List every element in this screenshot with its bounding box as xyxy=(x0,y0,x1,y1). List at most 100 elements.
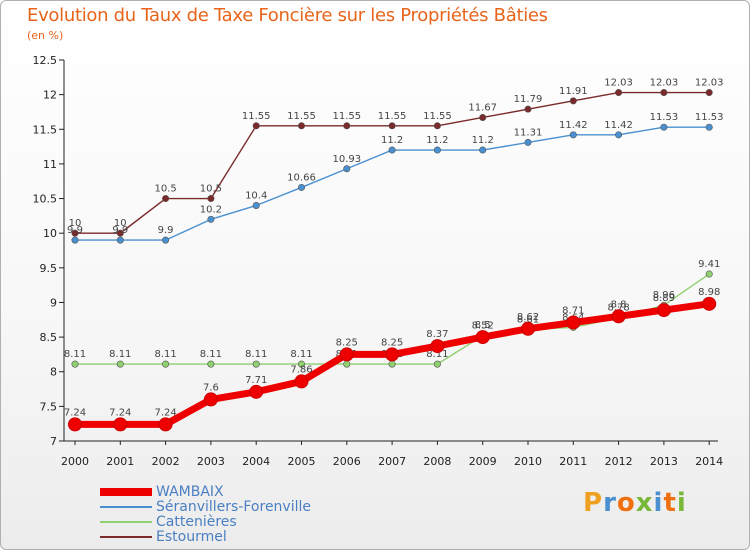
logo-letter: r xyxy=(603,488,617,518)
data-label: 11.67 xyxy=(468,102,497,113)
data-label: 10.93 xyxy=(332,154,361,165)
x-tick-label: 2007 xyxy=(378,455,406,468)
data-point xyxy=(521,321,535,336)
x-tick-label: 2008 xyxy=(423,455,451,468)
data-label: 11.55 xyxy=(378,111,407,122)
data-point xyxy=(705,89,713,97)
legend-swatch xyxy=(100,536,152,538)
data-point xyxy=(385,347,400,362)
data-point xyxy=(203,392,218,407)
data-point xyxy=(207,360,215,368)
data-point xyxy=(566,315,581,330)
data-point xyxy=(297,183,305,191)
data-point xyxy=(162,360,170,368)
data-label: 12.03 xyxy=(650,78,679,89)
data-label: 7.24 xyxy=(64,407,86,418)
data-label: 10.2 xyxy=(200,204,222,215)
x-tick-label: 2009 xyxy=(469,455,497,468)
data-label: 8.62 xyxy=(517,312,539,323)
x-tick-label: 2002 xyxy=(152,455,180,468)
data-label: 7.24 xyxy=(154,407,176,418)
data-label: 8.98 xyxy=(698,287,720,298)
data-label: 8.89 xyxy=(653,293,675,304)
legend-label: Cattenières xyxy=(156,514,237,530)
data-label: 11.53 xyxy=(695,112,724,123)
logo-letter: x xyxy=(635,488,654,518)
data-point xyxy=(68,417,82,432)
legend-label: Séranvillers-Forenville xyxy=(156,499,311,515)
data-label: 8.11 xyxy=(245,349,267,360)
data-point xyxy=(524,138,532,146)
x-tick-label: 2013 xyxy=(650,455,678,468)
data-label: 8.96 xyxy=(653,290,675,301)
data-label: 11.79 xyxy=(514,94,543,105)
data-label: 10.5 xyxy=(154,184,176,195)
data-label: 10.4 xyxy=(245,190,267,201)
data-label: 10 xyxy=(69,218,82,229)
data-label: 8.71 xyxy=(562,306,584,317)
data-point xyxy=(524,105,532,113)
legend-label: Estourmel xyxy=(156,529,227,545)
data-point xyxy=(71,360,79,368)
data-label: 8.8 xyxy=(611,299,627,310)
data-label: 11.42 xyxy=(604,120,633,131)
data-point xyxy=(158,417,173,432)
logo-letter: o xyxy=(616,488,636,518)
x-tick-label: 2011 xyxy=(559,455,587,468)
data-label: 8.11 xyxy=(64,349,86,360)
data-point xyxy=(433,360,441,368)
data-point xyxy=(207,195,215,203)
y-tick-label: 8 xyxy=(50,366,57,379)
data-point xyxy=(660,123,668,131)
data-label: 12.03 xyxy=(604,78,633,89)
data-point xyxy=(162,236,170,244)
x-tick-label: 2012 xyxy=(605,455,633,468)
legend-label: WAMBAIX xyxy=(156,484,224,500)
data-label: 7.86 xyxy=(290,364,312,375)
data-point xyxy=(475,330,490,345)
data-label: 10 xyxy=(114,218,127,229)
data-point xyxy=(116,360,124,368)
data-label: 8.11 xyxy=(109,349,131,360)
data-label: 11.55 xyxy=(287,111,316,122)
logo-letter: i xyxy=(676,488,687,518)
data-label: 8.25 xyxy=(336,337,358,348)
logo-letter: t xyxy=(663,488,677,518)
data-label: 11.53 xyxy=(650,112,679,123)
data-point xyxy=(294,374,309,389)
data-point xyxy=(297,122,305,130)
legend-item: Cattenières xyxy=(100,514,400,530)
x-tick-label: 2003 xyxy=(197,455,225,468)
data-label: 8.25 xyxy=(381,337,403,348)
y-tick-label: 8.5 xyxy=(40,331,58,344)
y-tick-label: 7 xyxy=(50,435,57,448)
data-point xyxy=(113,417,128,432)
logo-letter: P xyxy=(583,488,604,518)
x-tick-label: 2014 xyxy=(695,455,723,468)
data-point xyxy=(660,89,668,97)
y-tick-label: 11 xyxy=(43,158,57,171)
data-point xyxy=(339,347,354,362)
data-label: 9.9 xyxy=(158,225,174,236)
data-label: 8.5 xyxy=(475,320,491,331)
legend-swatch xyxy=(100,506,152,508)
data-label: 8.52 xyxy=(472,321,494,332)
data-point xyxy=(162,195,170,203)
data-point xyxy=(479,113,487,121)
y-tick-label: 10.5 xyxy=(33,193,58,206)
data-point xyxy=(207,215,215,223)
y-tick-label: 10 xyxy=(43,227,57,240)
data-point xyxy=(569,131,577,139)
data-point xyxy=(705,123,713,131)
legend-item: WAMBAIX xyxy=(100,484,400,500)
data-label: 10.66 xyxy=(287,172,316,183)
data-label: 7.6 xyxy=(203,382,219,393)
x-tick-label: 2001 xyxy=(106,455,134,468)
data-label: 11.55 xyxy=(332,111,361,122)
x-tick-label: 2006 xyxy=(333,455,361,468)
data-label: 11.31 xyxy=(514,127,543,138)
data-point xyxy=(252,201,260,209)
data-label: 9.9 xyxy=(67,225,83,236)
